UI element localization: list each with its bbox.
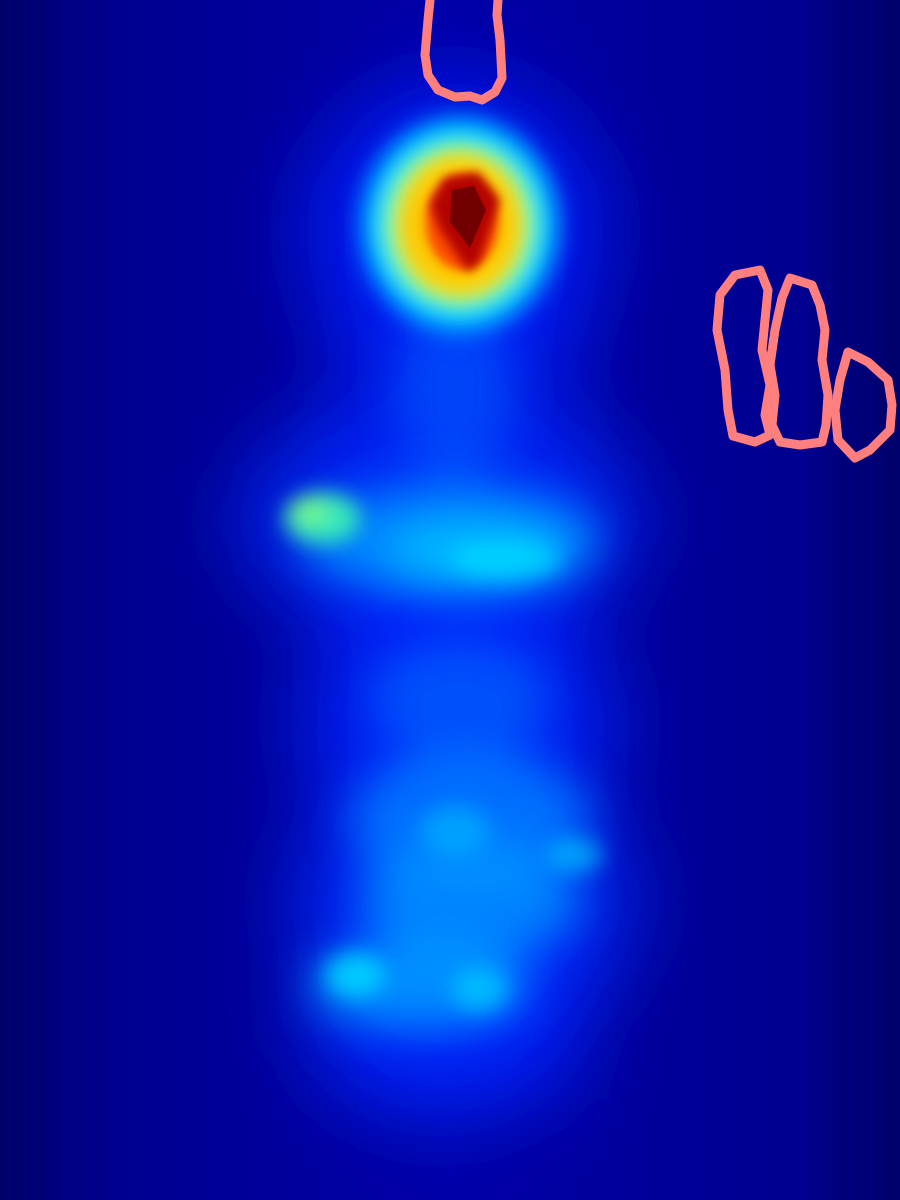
- right-contour-middle: [765, 273, 833, 450]
- vertical-streaks: [38, 0, 874, 1200]
- head-hotspot: [350, 105, 570, 345]
- feet-hotspot: [325, 953, 385, 997]
- lower-body-hotspot: [547, 837, 603, 873]
- right-contour-left: [712, 265, 775, 447]
- top-contour: [420, 0, 507, 105]
- torso-hotspot: [450, 542, 560, 578]
- body-highlights: [284, 492, 603, 1012]
- right-contour-right: [830, 347, 897, 463]
- contour-outlines: [420, 0, 897, 463]
